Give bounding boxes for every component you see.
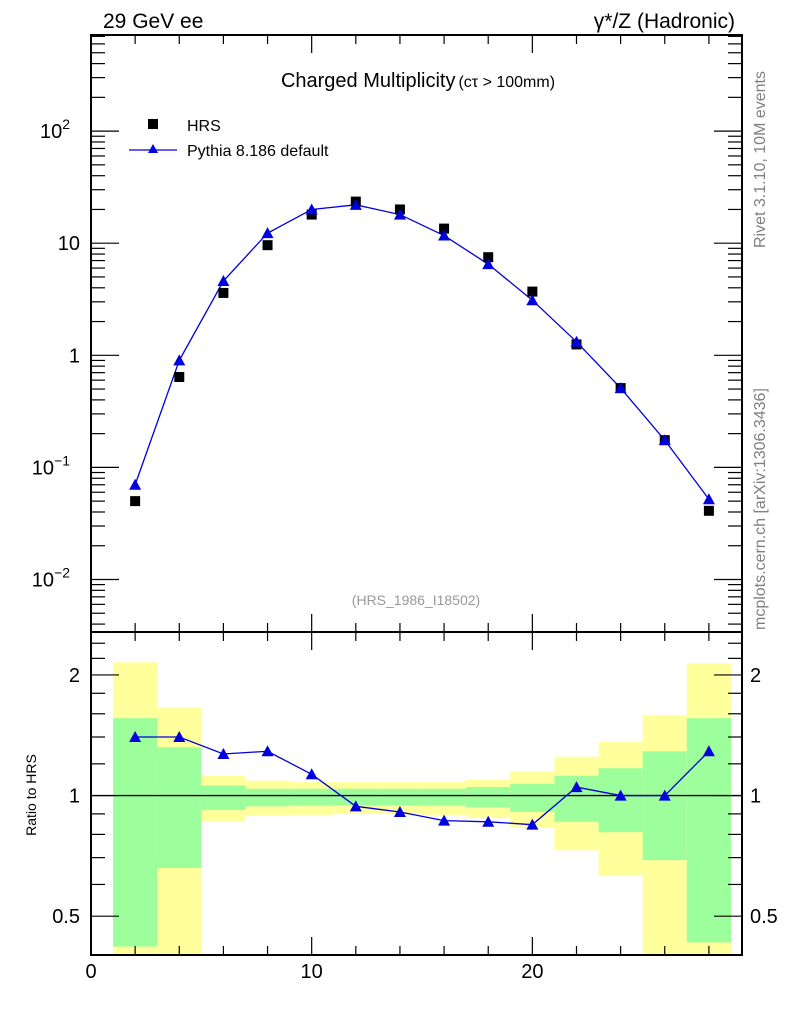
legend: HRS Pythia 8.186 default bbox=[129, 118, 329, 160]
data-marks bbox=[129, 196, 715, 830]
legend-hrs-marker bbox=[148, 119, 158, 129]
mc-point bbox=[614, 382, 627, 394]
y-tick-label-exponent: −1 bbox=[54, 452, 70, 468]
legend-mc-marker bbox=[148, 144, 158, 153]
y-tick-label: 102 bbox=[40, 116, 70, 143]
hrs-data-point bbox=[130, 496, 141, 507]
plot-title: Charged Multiplicity (cτ > 100mm) bbox=[281, 70, 555, 92]
ratio-point bbox=[702, 745, 715, 757]
x-tick-label: 0 bbox=[85, 961, 96, 983]
rivet-label: Rivet 3.1.10, 10M events bbox=[752, 71, 769, 248]
ratio-point bbox=[570, 781, 583, 793]
y-tick-label: 1 bbox=[69, 345, 80, 367]
mc-point bbox=[261, 227, 274, 239]
ratio-y-tick-label-right: 0.5 bbox=[750, 906, 778, 928]
mc-point bbox=[393, 208, 406, 220]
ratio-point bbox=[349, 800, 362, 812]
band-inner-bin bbox=[333, 788, 378, 806]
mc-line bbox=[134, 204, 710, 500]
ratio-point bbox=[393, 805, 406, 817]
ratio-y-tick-label-right: 2 bbox=[750, 665, 761, 687]
ratio-point bbox=[482, 815, 495, 827]
legend-hrs-label: HRS bbox=[187, 118, 221, 135]
band-inner-bin bbox=[510, 783, 555, 812]
header-right: γ*/Z (Hadronic) bbox=[594, 10, 735, 33]
hrs-data-point bbox=[306, 209, 317, 220]
mc-point bbox=[482, 258, 495, 270]
ratio-y-tick-label-right: 1 bbox=[750, 786, 761, 808]
hrs-data-point bbox=[527, 286, 538, 297]
plot-title-suffix: (cτ > 100mm) bbox=[458, 74, 555, 91]
band-inner-bin bbox=[113, 718, 158, 947]
axis-ticks bbox=[90, 35, 742, 955]
hrs-data-point bbox=[439, 223, 450, 234]
ratio-y-tick-label-left: 1 bbox=[69, 786, 80, 808]
band-inner-bin bbox=[245, 788, 290, 807]
hrs-data-point bbox=[703, 505, 714, 516]
y-tick-label-base: 10 bbox=[32, 457, 54, 479]
mc-point bbox=[173, 354, 186, 366]
y-tick-label-base: 10 bbox=[58, 233, 80, 255]
ratio-y-tick-label-left: 2 bbox=[69, 665, 80, 687]
y-tick-label-exponent: 2 bbox=[62, 116, 70, 132]
mc-point bbox=[305, 203, 318, 215]
mc-point bbox=[438, 229, 451, 241]
header-left: 29 GeV ee bbox=[103, 10, 203, 33]
ratio-line bbox=[135, 736, 710, 826]
y-tick-label-base: 10 bbox=[40, 121, 62, 143]
ratio-point bbox=[261, 745, 274, 757]
ratio-point bbox=[658, 789, 671, 801]
y-tick-label: 10−2 bbox=[32, 564, 70, 591]
analysis-watermark: (HRS_1986_I18502) bbox=[352, 592, 480, 608]
y-tick-label: 10−1 bbox=[32, 452, 70, 479]
hrs-data-point bbox=[218, 287, 229, 298]
ratio-point bbox=[217, 747, 230, 759]
y-tick-label-exponent: −2 bbox=[54, 564, 70, 580]
mc-point bbox=[526, 294, 539, 306]
ratio-point bbox=[129, 731, 142, 743]
ratio-ylabel: Ratio to HRS bbox=[23, 754, 39, 836]
y-tick-label-base: 1 bbox=[69, 345, 80, 367]
plot-title-main: Charged Multiplicity bbox=[281, 70, 456, 92]
ratio-y-tick-label-left: 0.5 bbox=[52, 906, 80, 928]
hrs-data-point bbox=[262, 240, 273, 251]
ratio-frame bbox=[90, 631, 743, 956]
y-tick-label-base: 10 bbox=[32, 569, 54, 591]
hrs-data-point bbox=[483, 252, 494, 263]
x-tick-label: 20 bbox=[521, 961, 543, 983]
ratio-bands bbox=[91, 662, 742, 955]
mc-point bbox=[570, 335, 583, 347]
band-inner-bin bbox=[642, 751, 687, 861]
y-tick-label: 10 bbox=[58, 233, 80, 255]
mc-point bbox=[658, 434, 671, 446]
ratio-point bbox=[173, 731, 186, 743]
mcplots-label: mcplots.cern.ch [arXiv:1306.3436] bbox=[752, 388, 769, 630]
mc-point bbox=[349, 198, 362, 210]
x-tick-label: 10 bbox=[301, 961, 323, 983]
mc-point bbox=[217, 275, 230, 287]
legend-mc-label: Pythia 8.186 default bbox=[187, 143, 329, 160]
band-inner-bin bbox=[422, 788, 467, 806]
band-inner-bin bbox=[289, 788, 334, 806]
ratio-point bbox=[526, 818, 539, 830]
band-inner-bin bbox=[466, 787, 511, 808]
band-inner-bin bbox=[157, 747, 202, 868]
hrs-data-point bbox=[174, 372, 185, 383]
ratio-point bbox=[438, 814, 451, 826]
ratio-point bbox=[614, 789, 627, 801]
band-inner-bin bbox=[377, 788, 423, 806]
ratio-point bbox=[305, 768, 318, 780]
mc-point bbox=[129, 478, 142, 490]
mc-point bbox=[702, 493, 715, 505]
band-inner-bin bbox=[201, 785, 246, 811]
